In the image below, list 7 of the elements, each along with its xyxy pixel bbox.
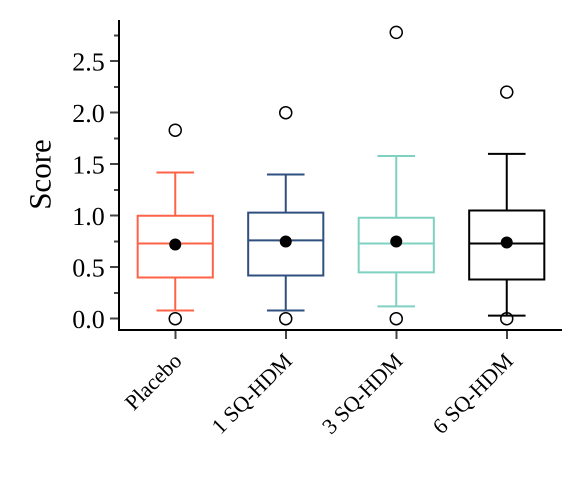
y-axis-title: Score	[22, 139, 58, 210]
y-tick-label: 1.5	[72, 150, 105, 180]
y-tick-label: 2.5	[72, 47, 105, 76]
y-tick-label: 0.0	[72, 304, 105, 334]
y-tick-label: 0.5	[72, 253, 105, 282]
y-tick-label: 2.0	[72, 98, 105, 128]
y-tick-label: 1.0	[72, 202, 105, 231]
